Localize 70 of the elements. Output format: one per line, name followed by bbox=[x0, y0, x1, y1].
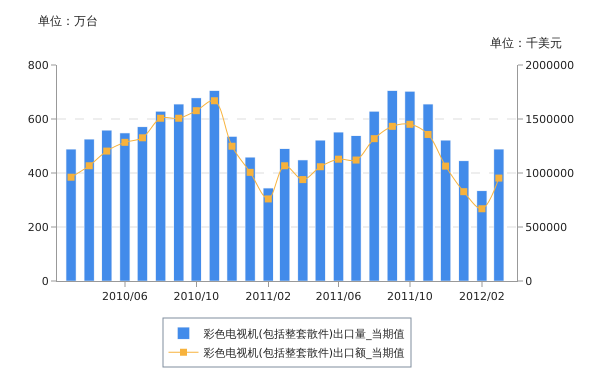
point bbox=[442, 162, 450, 170]
bar bbox=[333, 132, 344, 281]
point bbox=[478, 205, 486, 212]
point bbox=[335, 156, 342, 163]
point bbox=[86, 162, 93, 170]
bar bbox=[84, 139, 94, 281]
bar bbox=[422, 104, 434, 281]
y2-tick-label: 0 bbox=[525, 274, 532, 288]
point bbox=[424, 130, 432, 138]
point bbox=[352, 156, 360, 164]
point bbox=[228, 142, 236, 150]
point bbox=[281, 162, 288, 170]
bar bbox=[440, 140, 451, 281]
y-tick-label: 0 bbox=[42, 274, 49, 288]
bar bbox=[263, 188, 274, 281]
point bbox=[210, 97, 218, 104]
point bbox=[370, 135, 378, 142]
y-tick-label: 800 bbox=[28, 58, 49, 72]
point bbox=[460, 188, 468, 196]
bar bbox=[404, 91, 416, 281]
text: 单位：千美元 bbox=[490, 36, 562, 50]
point bbox=[246, 168, 254, 176]
bar bbox=[387, 90, 398, 281]
point bbox=[406, 120, 414, 128]
bar bbox=[66, 148, 76, 281]
y-tick-label: 400 bbox=[28, 166, 49, 180]
x-tick-label: 2010/10 bbox=[173, 290, 220, 304]
x-tick-label: 2011/06 bbox=[316, 290, 362, 304]
bar bbox=[209, 90, 220, 281]
bar bbox=[174, 104, 184, 281]
bar bbox=[226, 136, 238, 281]
y2-tick-label: 1500000 bbox=[525, 112, 574, 126]
legend-label: 彩色电视机(包括整套散件)出口额_当期值 bbox=[204, 346, 405, 360]
point bbox=[175, 114, 182, 122]
x-tick-label: 2010/06 bbox=[102, 290, 148, 304]
point bbox=[68, 174, 75, 181]
point bbox=[103, 148, 110, 155]
point bbox=[192, 107, 200, 114]
bar bbox=[102, 130, 112, 281]
point bbox=[316, 163, 324, 170]
point bbox=[157, 114, 164, 122]
bar bbox=[191, 98, 202, 281]
x-tick-label: 2011/10 bbox=[387, 290, 433, 304]
bar bbox=[279, 148, 290, 281]
point bbox=[121, 138, 128, 146]
bar bbox=[298, 160, 308, 281]
point bbox=[495, 174, 502, 182]
y-tick-label: 600 bbox=[28, 112, 49, 126]
y2-tick-label: 500000 bbox=[525, 220, 568, 234]
bar bbox=[458, 160, 469, 281]
y2-tick-label: 2000000 bbox=[525, 58, 574, 72]
bar bbox=[315, 140, 326, 281]
bar bbox=[120, 132, 130, 281]
bar bbox=[155, 111, 166, 281]
text: 单位：万台 bbox=[38, 14, 98, 28]
y-tick-label: 200 bbox=[28, 220, 49, 234]
bar bbox=[368, 111, 380, 281]
point bbox=[138, 134, 146, 142]
legend-label: 彩色电视机(包括整套散件)出口量_当期值 bbox=[204, 328, 405, 341]
bar bbox=[244, 157, 256, 281]
x-tick-label: 2012/02 bbox=[459, 290, 505, 304]
bar bbox=[350, 135, 362, 281]
x-tick-label: 2011/02 bbox=[245, 290, 292, 304]
bar bbox=[137, 126, 148, 281]
y2-tick-label: 1000000 bbox=[525, 166, 574, 180]
point bbox=[264, 195, 272, 202]
point bbox=[388, 122, 396, 130]
bar bbox=[494, 148, 504, 281]
point bbox=[299, 176, 306, 184]
bar bbox=[476, 190, 488, 281]
